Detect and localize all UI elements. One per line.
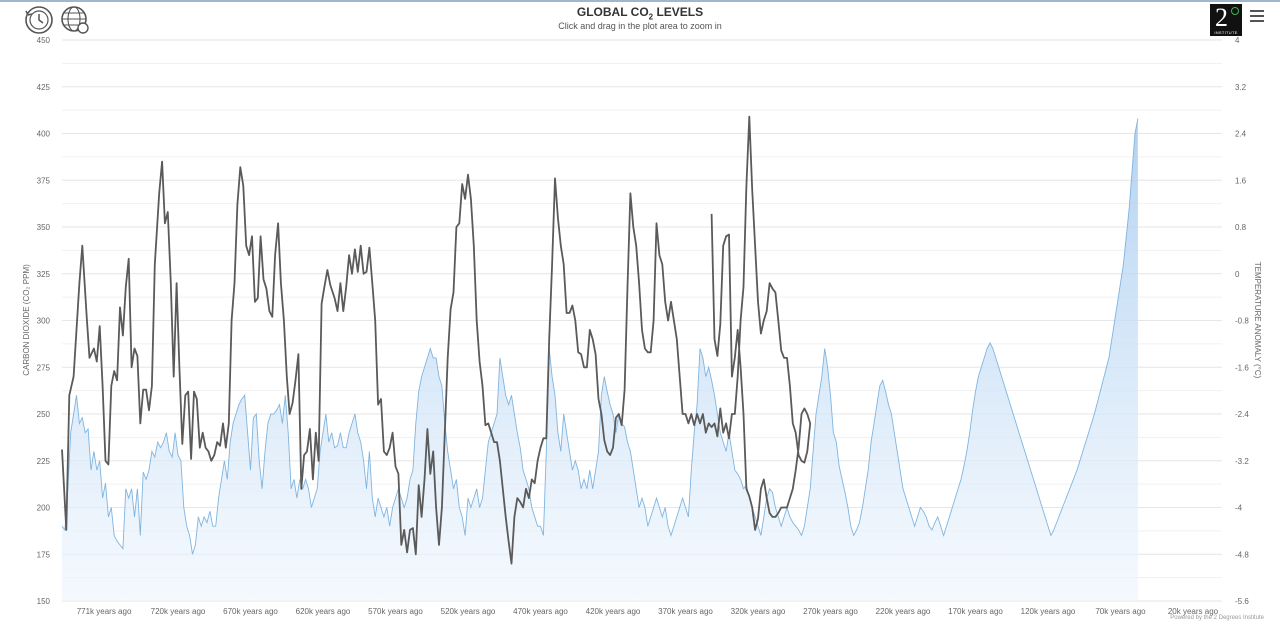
x-tick-label: 520k years ago [441, 607, 496, 616]
history-clock-icon[interactable] [24, 5, 53, 34]
top-border [0, 0, 1280, 2]
y2-tick-label: 0 [1235, 270, 1240, 279]
y-tick-label: 200 [37, 504, 51, 513]
y2-tick-label: 0.8 [1235, 223, 1247, 232]
y-tick-label: 375 [37, 176, 51, 185]
y-tick-label: 325 [37, 270, 51, 279]
credits: Powered by the 2 Degrees Institute [1170, 615, 1264, 621]
y-tick-label: 250 [37, 410, 51, 419]
y-tick-label: 400 [37, 130, 51, 139]
y-tick-label: 450 [37, 36, 51, 45]
hamburger-menu-icon[interactable] [1250, 10, 1264, 22]
x-tick-label: 170k years ago [948, 607, 1003, 616]
y-tick-label: 225 [37, 457, 51, 466]
x-tick-label: 771k years ago [77, 607, 132, 616]
y2-tick-label: 2.4 [1235, 130, 1247, 139]
x-tick-label: 670k years ago [223, 607, 278, 616]
y2-tick-label: -0.8 [1235, 317, 1249, 326]
y2-axis-label: TEMPERATURE ANOMALY (°C) [1253, 262, 1262, 379]
temperature-line [61, 118, 1139, 555]
y2-tick-label: -2.4 [1235, 410, 1249, 419]
y2-tick-label: -4 [1235, 504, 1243, 513]
logo-text: 2 [1215, 3, 1228, 32]
y-axis-right: 4 3.2 2.4 1.6 0.8 0 -0.8 -1.6 -2.4 -3.2 -4 -4.8 -5.6 [1235, 36, 1249, 606]
globe-clock-icon[interactable] [60, 5, 89, 34]
y-tick-label: 425 [37, 83, 51, 92]
y-axis-left: 450 425 400 375 350 325 300 275 250 225 200 175 150 [37, 36, 51, 606]
logo-caption: INSTITUTE [1214, 30, 1238, 35]
temperature-area-fill [62, 118, 1138, 601]
x-tick-label: 370k years ago [658, 607, 713, 616]
x-tick-label: 620k years ago [296, 607, 351, 616]
co2-line [61, 115, 812, 565]
logo-degree-mark [1231, 7, 1239, 15]
x-tick-label: 420k years ago [586, 607, 641, 616]
y2-tick-label: -5.6 [1235, 597, 1249, 606]
y-axis-label: CARBON DIOXIDE (CO₂ PPM) [22, 264, 31, 376]
y2-tick-label: -3.2 [1235, 457, 1249, 466]
x-tick-label: 120k years ago [1021, 607, 1076, 616]
y-tick-label: 175 [37, 550, 51, 559]
y2-tick-label: -1.6 [1235, 363, 1249, 372]
y-tick-label: 350 [37, 223, 51, 232]
two-degrees-logo[interactable]: 2 INSTITUTE [1210, 3, 1242, 36]
chart-title: GLOBAL CO2 LEVELS [576, 5, 704, 22]
y2-tick-label: 1.6 [1235, 176, 1247, 185]
y2-tick-label: 3.2 [1235, 83, 1247, 92]
x-axis: 771k years ago 720k years ago 670k years a… [77, 607, 1219, 616]
x-tick-label: 320k years ago [731, 607, 786, 616]
x-tick-label: 270k years ago [803, 607, 858, 616]
x-tick-label: 720k years ago [151, 607, 206, 616]
y-tick-label: 150 [37, 597, 51, 606]
x-tick-label: 470k years ago [513, 607, 568, 616]
x-tick-label: 70k years ago [1095, 607, 1146, 616]
y-tick-label: 275 [37, 363, 51, 372]
y2-tick-label: 4 [1235, 36, 1240, 45]
chart-subtitle: Click and drag in the plot area to zoom … [558, 21, 722, 31]
co2-series [61, 115, 812, 565]
temperature-series [61, 118, 1139, 601]
y2-tick-label: -4.8 [1235, 550, 1249, 559]
x-tick-label: 570k years ago [368, 607, 423, 616]
x-tick-label: 20k years ago [1168, 607, 1219, 616]
x-tick-label: 220k years ago [876, 607, 931, 616]
y-tick-label: 300 [37, 317, 51, 326]
